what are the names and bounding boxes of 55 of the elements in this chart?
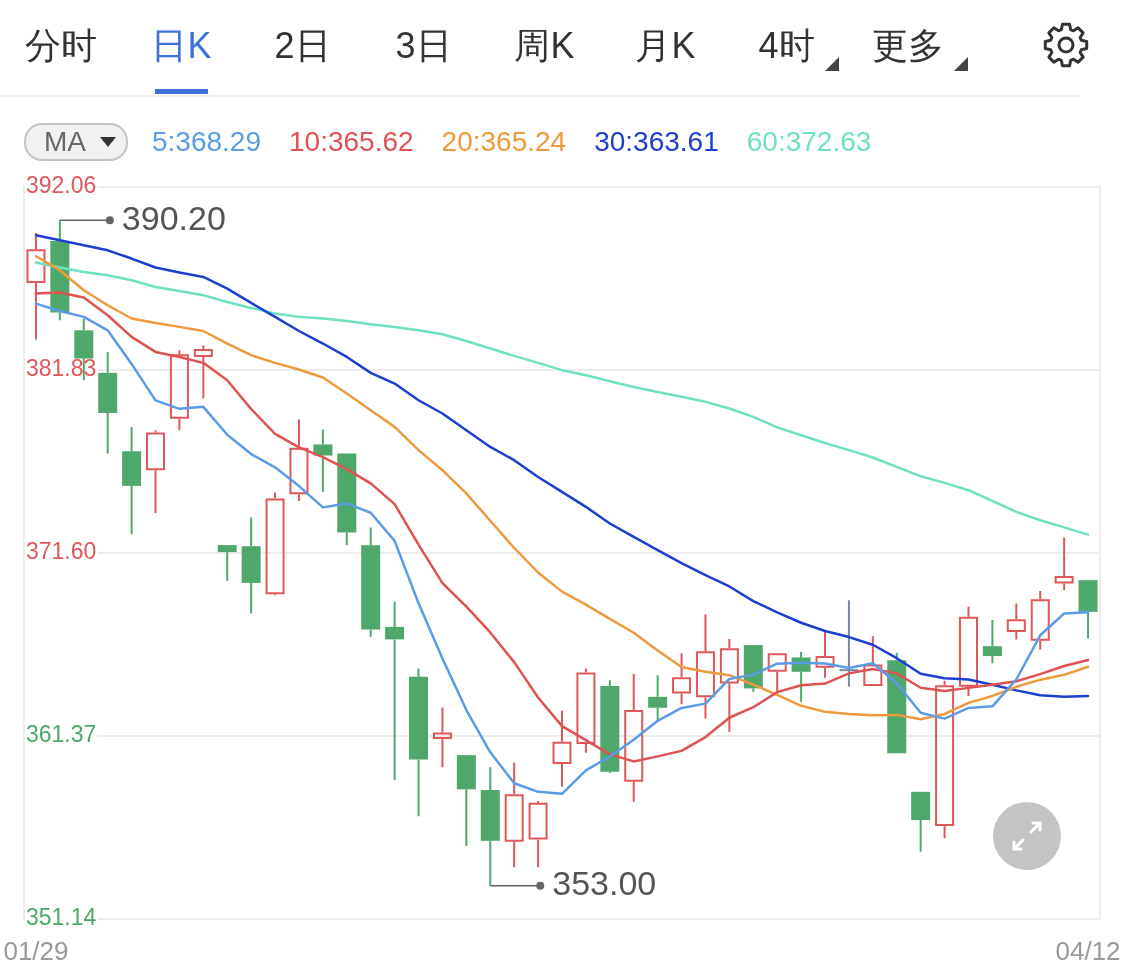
candlestick [672, 652, 692, 706]
candlestick [289, 418, 309, 502]
candlestick [839, 599, 859, 688]
candlestick [456, 755, 476, 848]
legend-title: MA [44, 126, 86, 158]
candlestick [241, 516, 261, 615]
annotation: 353.00 [552, 864, 657, 903]
candlestick [1030, 589, 1050, 651]
candlestick [480, 766, 500, 887]
candlestick [863, 635, 883, 687]
candlestick [958, 605, 978, 698]
text: 月K [635, 25, 696, 67]
candlestick [504, 761, 524, 869]
candlestick [576, 667, 596, 754]
text: 周K [514, 25, 575, 67]
candlestick [217, 545, 237, 582]
text: 2日 [274, 25, 331, 67]
candlestick [815, 630, 835, 679]
text: 10:365.62 [289, 126, 414, 158]
text: 分时 [24, 25, 97, 67]
candlestick [528, 800, 548, 869]
y-tick-label: 351.14 [26, 904, 97, 931]
annotation: 390.20 [121, 198, 226, 237]
text: 5:368.29 [152, 126, 261, 158]
candlestick [432, 706, 452, 769]
y-tick-label: 392.06 [26, 172, 97, 199]
text: 4时 [758, 25, 815, 67]
candlestick [146, 429, 166, 514]
candlestick [98, 350, 118, 455]
candlestick [1054, 536, 1074, 592]
candlestick [361, 526, 381, 638]
candlestick [193, 344, 213, 400]
x-tick-label: 04/12 [1055, 935, 1121, 966]
text: 日K [151, 25, 212, 67]
text: 30:363.61 [594, 126, 719, 158]
candlestick [337, 453, 357, 547]
candlestick [385, 600, 405, 782]
candlestick [911, 791, 931, 853]
dropdown-button: MA [24, 123, 128, 161]
candlestick [169, 349, 189, 432]
candlestick [982, 619, 1002, 665]
text: 20:365.24 [441, 126, 567, 158]
candlestick [313, 428, 333, 493]
candlestick [1006, 602, 1026, 641]
y-tick-label: 371.60 [26, 538, 97, 565]
candlestick [719, 638, 739, 733]
candlestick [1078, 580, 1098, 640]
text: 3日 [395, 25, 452, 67]
text: 更多 [871, 25, 944, 67]
candlestick [122, 425, 142, 536]
text: 60:372.63 [746, 126, 872, 158]
x-tick-label: 01/29 [3, 935, 69, 966]
candlestick [695, 613, 715, 720]
y-tick-label: 361.37 [26, 721, 97, 748]
candlestick [409, 667, 429, 818]
